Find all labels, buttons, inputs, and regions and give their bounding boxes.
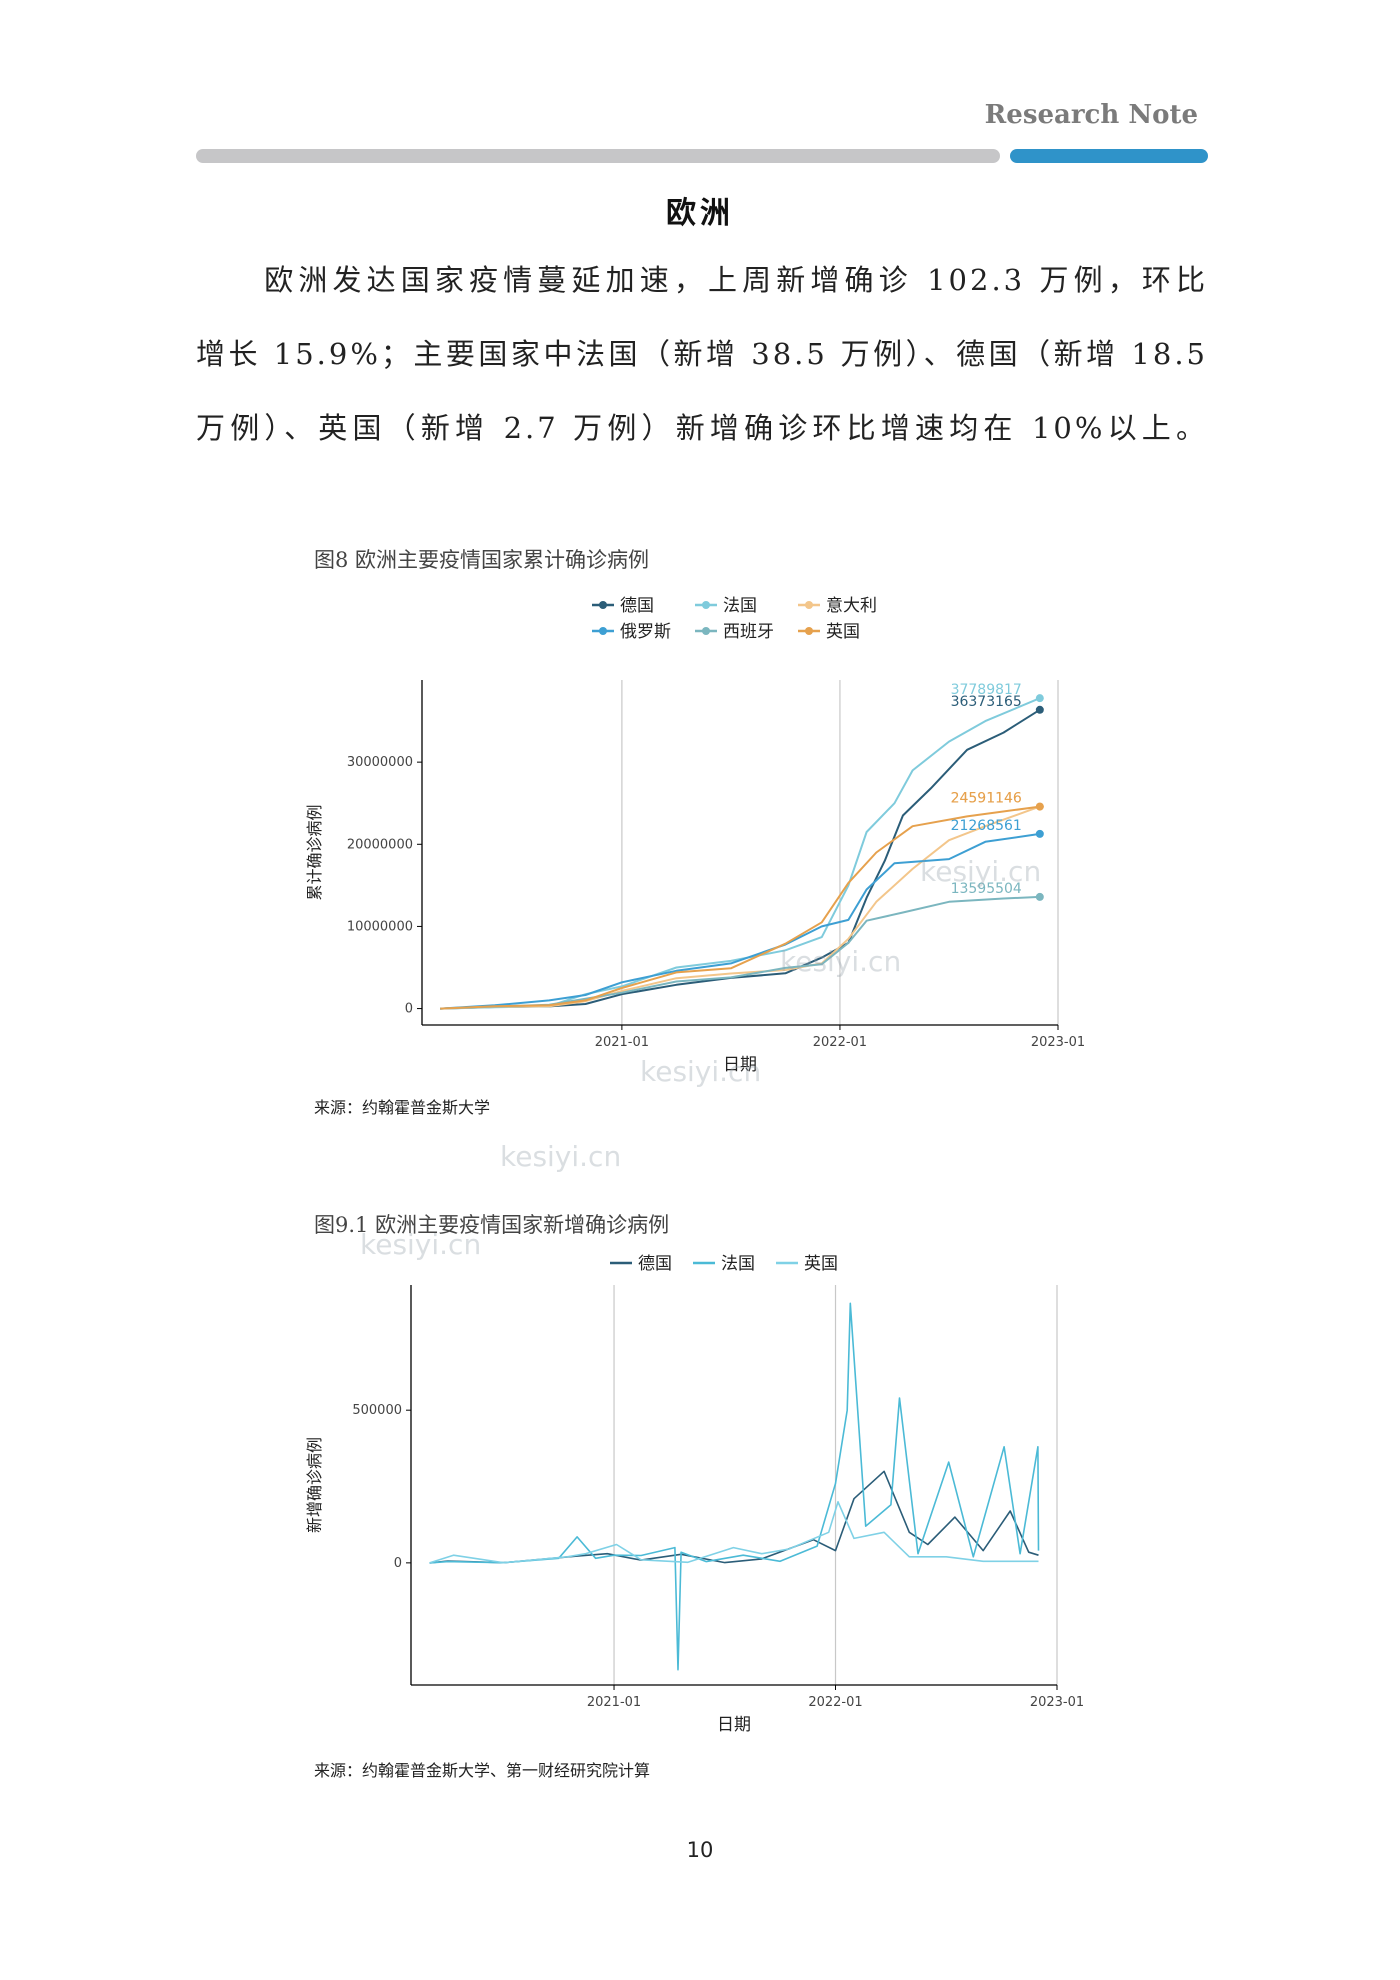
research-note-header: Research Note [984,100,1198,130]
series-line-germany [440,708,1041,1010]
y-tick-label: 30000000 [347,755,413,770]
y-axis-title: 累计确诊病例 [305,804,324,900]
legend-label-new_uk: 英国 [804,1254,838,1274]
watermark: kesiyi.cn [500,1140,622,1173]
cumulative-cases-chart: 2021-01 2022-01 2023-01 0 10000000 20000000 30… [305,596,1085,1075]
body-paragraph-line-3: 万例）、英国（新增 2.7 万例）新增确诊环比增速均在 10%以上。 [196,411,1208,445]
series-end-label-uk: 24591146 [951,791,1022,807]
series-end-label-spain: 13595504 [951,881,1022,897]
series-endpoint-russia [1035,829,1044,838]
new-cases-chart: 2021-01 2022-01 2023-01 0 500000 日期 新增确诊病例 德国 法国… [305,1254,1084,1735]
legend-label-russia: 俄罗斯 [620,622,671,642]
x-tick-label: 2022-01 [808,1695,862,1710]
legend-marker-spain [702,627,710,635]
x-tick-label: 2022-01 [813,1035,867,1050]
series-end-label-russia: 21268561 [951,818,1022,834]
series-line-italy [440,805,1041,1010]
x-tick-label: 2023-01 [1031,1035,1085,1050]
series-line-new_france [429,1302,1040,1671]
header-divider-gray [196,149,1000,163]
legend-label-germany: 德国 [620,596,654,616]
series-end-label-italy: 24591146 [951,791,1022,807]
figure-1-title: 图8 欧洲主要疫情国家累计确诊病例 [314,548,650,572]
header-divider-blue [1010,149,1208,163]
y-tick-label: 20000000 [347,837,413,852]
legend-marker-uk [805,627,813,635]
page-number: 10 [686,1838,714,1862]
legend-label-france: 法国 [723,596,757,616]
series-endpoint-uk [1035,802,1044,811]
series-line-france [440,697,1041,1010]
body-paragraph-line-2: 增长 15.9%；主要国家中法国（新增 38.5 万例）、德国（新增 18.5 [196,337,1208,371]
series-line-spain [440,895,1040,1010]
series-end-label-france: 37789817 [951,682,1022,698]
series-endpoint-france [1035,694,1044,703]
legend-marker-russia [599,627,607,635]
series-line-uk [440,805,1040,1010]
figure-2-source: 来源：约翰霍普金斯大学、第一财经研究院计算 [314,1761,651,1780]
y-axis-title: 新增确诊病例 [305,1437,324,1533]
x-axis-title: 日期 [717,1715,751,1735]
series-end-label-germany: 36373165 [951,694,1022,710]
y-tick-label: 0 [394,1556,402,1571]
series-endpoint-germany [1035,705,1044,714]
watermark: kesiyi.cn [640,1055,762,1088]
series-line-new_uk [429,1500,1039,1564]
y-tick-label: 500000 [352,1403,402,1418]
y-tick-label: 10000000 [347,919,413,934]
legend-marker-germany [599,601,607,609]
watermark: kesiyi.cn [920,855,1042,888]
legend-label-uk: 英国 [826,622,860,642]
x-tick-label: 2023-01 [1030,1695,1084,1710]
series-line-new_germany [429,1470,1039,1564]
body-paragraph-line-1: 欧洲发达国家疫情蔓延加速，上周新增确诊 102.3 万例，环比 [196,263,1208,297]
legend-label-new_france: 法国 [721,1254,755,1274]
legend-label-italy: 意大利 [826,596,877,616]
watermark: kesiyi.cn [780,945,902,978]
legend-label-spain: 西班牙 [723,622,774,642]
legend-marker-france [702,601,710,609]
y-tick-label: 0 [405,1002,413,1017]
x-tick-label: 2021-01 [587,1695,641,1710]
legend-label-new_germany: 德国 [638,1254,672,1274]
x-axis-title: 日期 [723,1055,757,1075]
figure-2-title: 图9.1 欧洲主要疫情国家新增确诊病例 [314,1213,670,1237]
legend-marker-italy [805,601,813,609]
series-endpoint-spain [1035,892,1044,901]
section-title: 欧洲 [666,196,734,231]
x-tick-label: 2021-01 [595,1035,649,1050]
watermark: kesiyi.cn [360,1228,482,1261]
figure-1-source: 来源：约翰霍普金斯大学 [314,1098,491,1117]
